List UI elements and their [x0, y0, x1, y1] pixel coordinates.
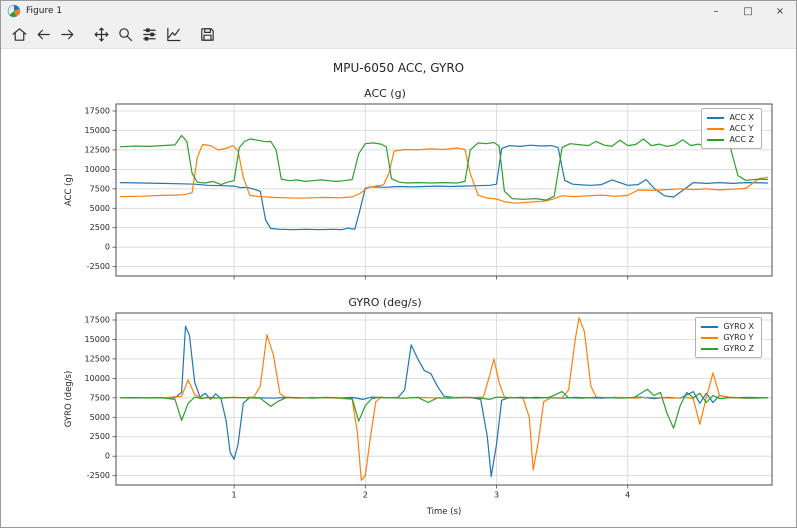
forward-icon[interactable] — [55, 23, 79, 47]
svg-text:1: 1 — [232, 491, 237, 500]
svg-text:0: 0 — [105, 452, 110, 461]
svg-text:GYRO (deg/s): GYRO (deg/s) — [64, 371, 74, 428]
gyro-chart-title: GYRO (deg/s) — [348, 296, 422, 309]
edit-parameters-icon[interactable] — [161, 23, 185, 47]
acc-plot-canvas[interactable]: -2500 0 2500 5000 7500 10000 12500 15000 17500 AC… — [60, 100, 780, 282]
svg-text:2: 2 — [363, 491, 368, 500]
series-acc-z — [119, 134, 769, 201]
series-gyro-x — [119, 325, 769, 477]
svg-text:10000: 10000 — [85, 374, 110, 383]
svg-text:0: 0 — [105, 243, 110, 252]
figure-suptitle: MPU-6050 ACC, GYRO — [332, 61, 465, 75]
legend-line-swatch — [707, 138, 725, 141]
save-icon[interactable] — [195, 23, 219, 47]
svg-text:10000: 10000 — [85, 165, 110, 174]
legend-item: GYRO X — [701, 321, 754, 332]
minimize-button[interactable]: – — [713, 5, 719, 17]
series-gyro-z — [119, 388, 769, 429]
svg-text:7500: 7500 — [90, 393, 110, 402]
zoom-icon[interactable] — [113, 23, 137, 47]
gyro-legend: GYRO X GYRO Y GYRO Z — [695, 317, 762, 358]
svg-text:4: 4 — [625, 491, 630, 500]
svg-text:12500: 12500 — [85, 145, 110, 154]
matplotlib-toolbar — [1, 21, 796, 49]
svg-text:-2500: -2500 — [87, 471, 110, 480]
close-button[interactable]: × — [775, 5, 785, 17]
legend-item: GYRO Y — [701, 332, 754, 343]
matplotlib-logo-icon[interactable] — [7, 4, 21, 18]
svg-text:17500: 17500 — [85, 107, 110, 116]
series-acc-x — [119, 144, 769, 231]
legend-label: GYRO Z — [723, 344, 754, 353]
series-acc-y — [119, 143, 769, 204]
window-title: Figure 1 — [26, 6, 63, 16]
back-icon[interactable] — [31, 23, 55, 47]
svg-text:12500: 12500 — [85, 354, 110, 363]
acc-chart: -2500 0 2500 5000 7500 10000 12500 15000 17500 AC… — [60, 100, 780, 286]
svg-text:2500: 2500 — [90, 223, 110, 232]
pan-icon[interactable] — [89, 23, 113, 47]
svg-text:17500: 17500 — [85, 316, 110, 325]
svg-text:15000: 15000 — [85, 335, 110, 344]
legend-item: ACC X — [707, 112, 754, 123]
svg-text:ACC (g): ACC (g) — [64, 174, 74, 206]
svg-text:7500: 7500 — [90, 184, 110, 193]
x-axis-label: Time (s) — [426, 507, 462, 517]
svg-text:2500: 2500 — [90, 432, 110, 441]
acc-legend: ACC X ACC Y ACC Z — [701, 108, 762, 149]
legend-label: ACC Y — [729, 124, 754, 133]
legend-label: GYRO Y — [723, 333, 754, 342]
acc-chart-title: ACC (g) — [364, 87, 406, 100]
svg-text:5000: 5000 — [90, 413, 110, 422]
legend-item: GYRO Z — [701, 343, 754, 354]
legend-line-swatch — [707, 127, 725, 130]
legend-line-swatch — [701, 336, 719, 339]
legend-line-swatch — [707, 116, 725, 119]
svg-text:-2500: -2500 — [87, 262, 110, 271]
configure-subplots-icon[interactable] — [137, 23, 161, 47]
titlebar[interactable]: Figure 1 – □ × — [1, 1, 796, 21]
figure-canvas[interactable]: MPU-6050 ACC, GYRO ACC (g) -2500 0 2500 500… — [1, 49, 796, 527]
legend-label: ACC Z — [729, 135, 754, 144]
svg-text:5000: 5000 — [90, 204, 110, 213]
maximize-button[interactable]: □ — [743, 5, 753, 17]
legend-label: GYRO X — [723, 322, 754, 331]
legend-item: ACC Y — [707, 123, 754, 134]
svg-text:3: 3 — [494, 491, 499, 500]
legend-line-swatch — [701, 347, 719, 350]
home-icon[interactable] — [7, 23, 31, 47]
gyro-plot-canvas[interactable]: 1 2 3 4 -2500 0 2500 5000 7500 10000 12500 15000 175… — [60, 309, 780, 503]
legend-label: ACC X — [729, 113, 754, 122]
legend-line-swatch — [701, 325, 719, 328]
gyro-chart: 1 2 3 4 -2500 0 2500 5000 7500 10000 12500 15000 175… — [60, 309, 780, 507]
svg-text:15000: 15000 — [85, 126, 110, 135]
legend-item: ACC Z — [707, 134, 754, 145]
